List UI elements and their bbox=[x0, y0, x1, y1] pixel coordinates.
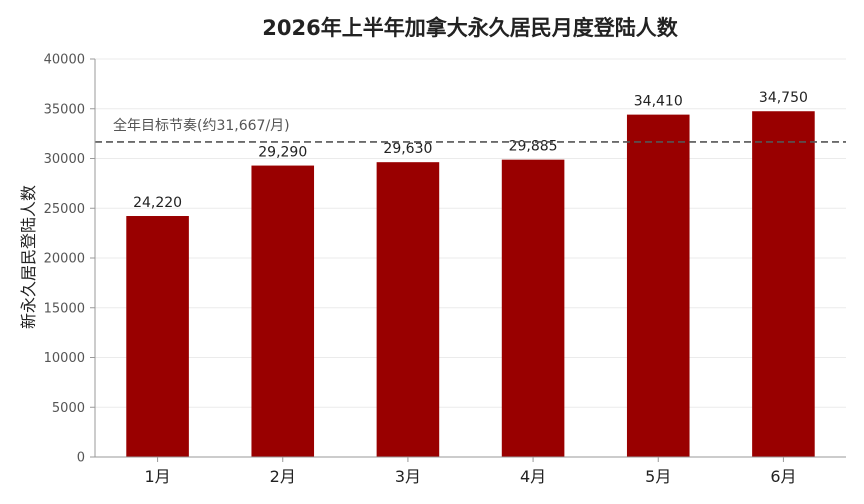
bar-value-label: 29,630 bbox=[383, 141, 432, 157]
bar bbox=[376, 162, 440, 457]
y-tick-label: 35000 bbox=[44, 102, 85, 117]
x-tick-label: 4月 bbox=[520, 467, 546, 486]
y-axis-ticks: 0 5000 10000 15000 20000 25000 30000 35000 40000 bbox=[44, 53, 95, 466]
bar bbox=[752, 111, 815, 458]
x-tick-label: 3月 bbox=[395, 467, 421, 486]
reference-line-group: 全年目标节奏(约31,667/月) bbox=[95, 117, 846, 143]
x-tick-label: 6月 bbox=[770, 467, 796, 486]
bar-value-label: 34,750 bbox=[759, 90, 808, 106]
bar bbox=[251, 165, 315, 457]
gridlines bbox=[95, 58, 846, 458]
y-tick-label: 40000 bbox=[44, 53, 85, 68]
y-tick-label: 5000 bbox=[52, 401, 85, 416]
y-tick-label: 30000 bbox=[44, 152, 85, 167]
bar bbox=[626, 114, 690, 458]
y-tick-label: 0 bbox=[77, 451, 85, 466]
y-tick-label: 10000 bbox=[44, 351, 85, 366]
bar-value-label: 29,885 bbox=[509, 139, 558, 155]
y-axis-label: 新永久居民登陆人数 bbox=[19, 185, 38, 329]
bar bbox=[501, 159, 565, 457]
x-axis-categories: 1月 2月 3月 4月 5月 6月 bbox=[144, 457, 797, 486]
y-tick-label: 20000 bbox=[44, 252, 85, 267]
x-tick-label: 5月 bbox=[645, 467, 671, 486]
bars: 24,220 29,290 29,630 29,885 34,410 34,750 bbox=[126, 90, 815, 458]
x-tick-label: 1月 bbox=[144, 467, 170, 486]
chart-title: 2026年上半年加拿大永久居民月度登陆人数 bbox=[262, 16, 678, 40]
bar bbox=[126, 216, 189, 457]
x-tick-label: 2月 bbox=[270, 467, 296, 486]
y-tick-label: 15000 bbox=[44, 301, 85, 316]
bar-value-label: 34,410 bbox=[634, 94, 683, 110]
y-tick-label: 25000 bbox=[44, 202, 85, 217]
bar-value-label: 29,290 bbox=[258, 145, 307, 161]
target-reference-label: 全年目标节奏(约31,667/月) bbox=[113, 117, 290, 134]
bar-value-label: 24,220 bbox=[133, 195, 182, 211]
